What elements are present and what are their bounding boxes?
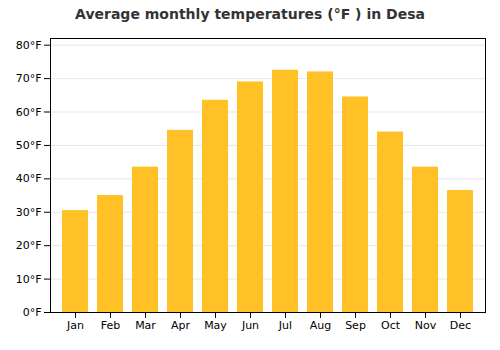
svg-text:Aug: Aug [310,319,331,332]
svg-text:Feb: Feb [101,319,120,332]
svg-text:80°F: 80°F [16,39,42,52]
svg-text:Jul: Jul [278,319,292,332]
svg-text:Jun: Jun [241,319,259,332]
svg-text:30°F: 30°F [16,206,42,219]
svg-text:60°F: 60°F [16,106,42,119]
svg-text:Apr: Apr [171,319,191,332]
svg-text:Nov: Nov [415,319,437,332]
svg-text:10°F: 10°F [16,273,42,286]
svg-text:50°F: 50°F [16,139,42,152]
svg-text:0°F: 0°F [23,306,42,319]
svg-text:Jan: Jan [66,319,84,332]
svg-text:Sep: Sep [345,319,366,332]
svg-text:40°F: 40°F [16,172,42,185]
svg-text:70°F: 70°F [16,72,42,85]
svg-text:Oct: Oct [381,319,401,332]
svg-text:May: May [204,319,227,332]
svg-text:20°F: 20°F [16,239,42,252]
svg-text:Dec: Dec [450,319,471,332]
html-text:Average monthly temperatures (: Average monthly temperatures (°F ) in De… [75,6,425,22]
svg-text:Mar: Mar [135,319,156,332]
